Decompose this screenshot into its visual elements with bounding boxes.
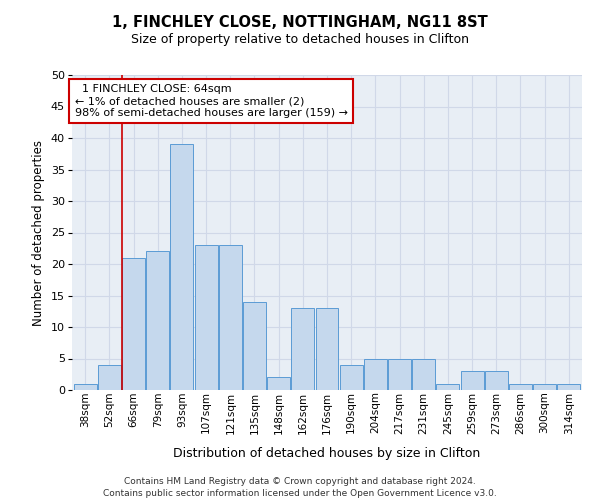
- Bar: [146, 252, 169, 390]
- Bar: [243, 302, 266, 390]
- Y-axis label: Number of detached properties: Number of detached properties: [32, 140, 46, 326]
- Bar: [267, 378, 290, 390]
- Bar: [98, 365, 121, 390]
- Bar: [461, 371, 484, 390]
- Text: 1 FINCHLEY CLOSE: 64sqm
← 1% of detached houses are smaller (2)
98% of semi-deta: 1 FINCHLEY CLOSE: 64sqm ← 1% of detached…: [74, 84, 347, 117]
- Bar: [74, 384, 97, 390]
- Text: Distribution of detached houses by size in Clifton: Distribution of detached houses by size …: [173, 448, 481, 460]
- Bar: [219, 245, 242, 390]
- Bar: [388, 358, 411, 390]
- Bar: [292, 308, 314, 390]
- Bar: [194, 245, 218, 390]
- Text: Contains public sector information licensed under the Open Government Licence v3: Contains public sector information licen…: [103, 489, 497, 498]
- Bar: [316, 308, 338, 390]
- Bar: [485, 371, 508, 390]
- Bar: [122, 258, 145, 390]
- Text: Contains HM Land Registry data © Crown copyright and database right 2024.: Contains HM Land Registry data © Crown c…: [124, 478, 476, 486]
- Bar: [170, 144, 193, 390]
- Text: 1, FINCHLEY CLOSE, NOTTINGHAM, NG11 8ST: 1, FINCHLEY CLOSE, NOTTINGHAM, NG11 8ST: [112, 15, 488, 30]
- Bar: [533, 384, 556, 390]
- Bar: [509, 384, 532, 390]
- Bar: [436, 384, 460, 390]
- Bar: [364, 358, 387, 390]
- Bar: [340, 365, 362, 390]
- Bar: [412, 358, 435, 390]
- Bar: [557, 384, 580, 390]
- Text: Size of property relative to detached houses in Clifton: Size of property relative to detached ho…: [131, 32, 469, 46]
